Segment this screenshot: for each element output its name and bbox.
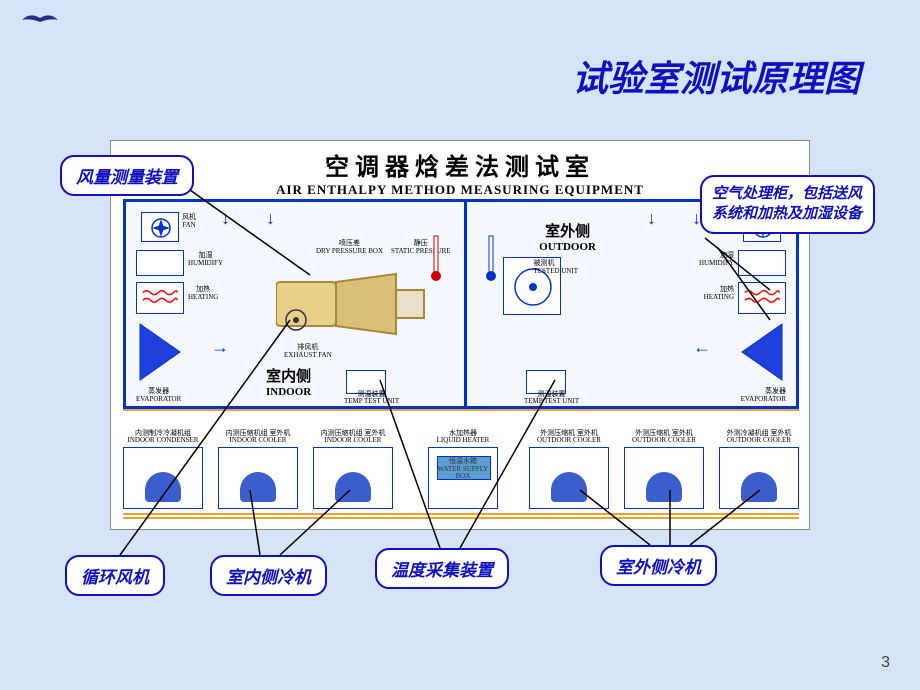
compressor-3 xyxy=(313,447,393,509)
arrow-icon: ↓ xyxy=(647,208,656,229)
callout-temp-collect: 温度采集装置 xyxy=(375,548,509,589)
water-tank-label: 恒温水箱WATER SUPPLY BOX xyxy=(436,458,490,481)
compressor-6 xyxy=(719,447,799,509)
outdoor-label-en: OUTDOOR xyxy=(539,241,596,253)
fan-left-label: 风机FAN xyxy=(182,214,196,229)
outdoor-label: 室外侧 OUTDOOR xyxy=(539,220,596,253)
callout-outdoor-cooler: 室外侧冷机 xyxy=(600,545,717,586)
exhaust-label: 排风机EXHAUST FAN xyxy=(284,344,332,359)
arrow-icon: ← xyxy=(693,337,711,358)
fan-left xyxy=(141,212,179,242)
indoor-label-cn: 室内侧 xyxy=(266,369,311,385)
water-heater-label: 水加热器LIQUID HEATER xyxy=(423,430,503,445)
comp2-label: 内测压缩机组 室外机INDOOR COOLER xyxy=(220,430,296,445)
slide-title: 试验室测试原理图 xyxy=(572,50,860,102)
evap-left-label: 蒸发器EVAPORATOR xyxy=(136,388,181,403)
arrow-icon: → xyxy=(211,337,229,358)
bottom-equipment-row: 内测制冷冷凝机组INDOOR CONDENSER 内测压缩机组 室外机INDOO… xyxy=(123,424,799,519)
heating-right xyxy=(738,282,786,314)
evap-right-label: 蒸发器EVAPORATOR xyxy=(741,388,786,403)
heating-left-label: 加热HEATING xyxy=(188,286,218,301)
callout-airflow: 风量测量装置 xyxy=(60,155,194,196)
heating-right-label: 加热HEATING xyxy=(704,286,734,301)
compressor-5 xyxy=(624,447,704,509)
heating-left xyxy=(136,282,184,314)
humid-right-label: 加湿HUMIDIFY xyxy=(699,252,734,267)
outdoor-label-cn: 室外侧 xyxy=(545,224,590,240)
temp-sensor-indoor-label: 测温装置TEMP TEST UNIT xyxy=(344,391,399,406)
arrow-icon: ↓ xyxy=(221,208,230,229)
comp3-label: 内测压缩机组 室外机INDOOR COOLER xyxy=(315,430,391,445)
humid-left-label: 加湿HUMIDIFY xyxy=(188,252,223,267)
thermometer-icon xyxy=(431,234,441,282)
indoor-label-en: INDOOR xyxy=(266,386,311,398)
compressor-2 xyxy=(218,447,298,509)
room-frame: 室外侧 OUTDOOR 室内侧 INDOOR 风机FAN 加湿HUMIDIFY … xyxy=(123,199,799,409)
tested-unit-label: 被测机TESTED UNIT xyxy=(533,260,578,275)
humid-right xyxy=(738,250,786,276)
compressor-4 xyxy=(529,447,609,509)
static-pressure-label: 静压STATIC PRESSURE xyxy=(391,240,451,255)
air-handling-unit xyxy=(276,270,426,340)
room-divider xyxy=(464,202,467,406)
pipe-line xyxy=(123,517,799,519)
callout-indoor-cooler: 室内侧冷机 xyxy=(210,555,327,596)
pipe-line xyxy=(123,409,799,411)
diagram-header-cn: 空调器焓差法测试室 xyxy=(111,147,809,182)
logo-icon xyxy=(20,8,60,35)
thermometer-icon xyxy=(486,234,496,282)
comp6-label: 外测冷凝机组 室外机OUTDOOR COOLER xyxy=(721,430,797,445)
callout-air-handler: 空气处理柜，包括送风系统和加热及加湿设备 xyxy=(700,175,875,234)
comp5-label: 外测压缩机 室外机OUTDOOR COOLER xyxy=(626,430,702,445)
pipe-line xyxy=(123,513,799,515)
humid-left xyxy=(136,250,184,276)
indoor-label: 室内侧 INDOOR xyxy=(266,365,311,398)
comp4-label: 外测压缩机 室外机OUTDOOR COOLER xyxy=(531,430,607,445)
arrow-icon: ↓ xyxy=(266,208,275,229)
page-number: 3 xyxy=(881,654,890,672)
dry-pressure-label: 喷压差DRY PRESSURE BOX xyxy=(316,240,383,255)
comp1-label: 内测制冷冷凝机组INDOOR CONDENSER xyxy=(125,430,201,445)
callout-circ-fan: 循环风机 xyxy=(65,555,165,596)
evap-left xyxy=(136,320,184,384)
evap-right xyxy=(738,320,786,384)
temp-sensor-outdoor-label: 测温装置TEMP TEST UNIT xyxy=(524,391,579,406)
compressor-1 xyxy=(123,447,203,509)
